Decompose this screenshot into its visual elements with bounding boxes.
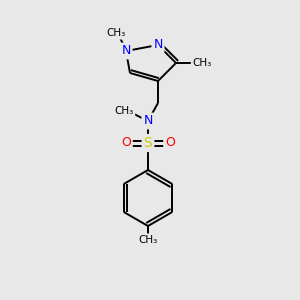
Text: N: N <box>143 115 153 128</box>
Text: O: O <box>121 136 131 149</box>
Text: CH₃: CH₃ <box>192 58 212 68</box>
Text: CH₃: CH₃ <box>114 106 134 116</box>
Text: CH₃: CH₃ <box>106 28 126 38</box>
Text: CH₃: CH₃ <box>138 235 158 245</box>
Text: S: S <box>144 136 152 150</box>
Text: N: N <box>153 38 163 52</box>
Text: N: N <box>121 44 131 58</box>
Text: O: O <box>165 136 175 149</box>
